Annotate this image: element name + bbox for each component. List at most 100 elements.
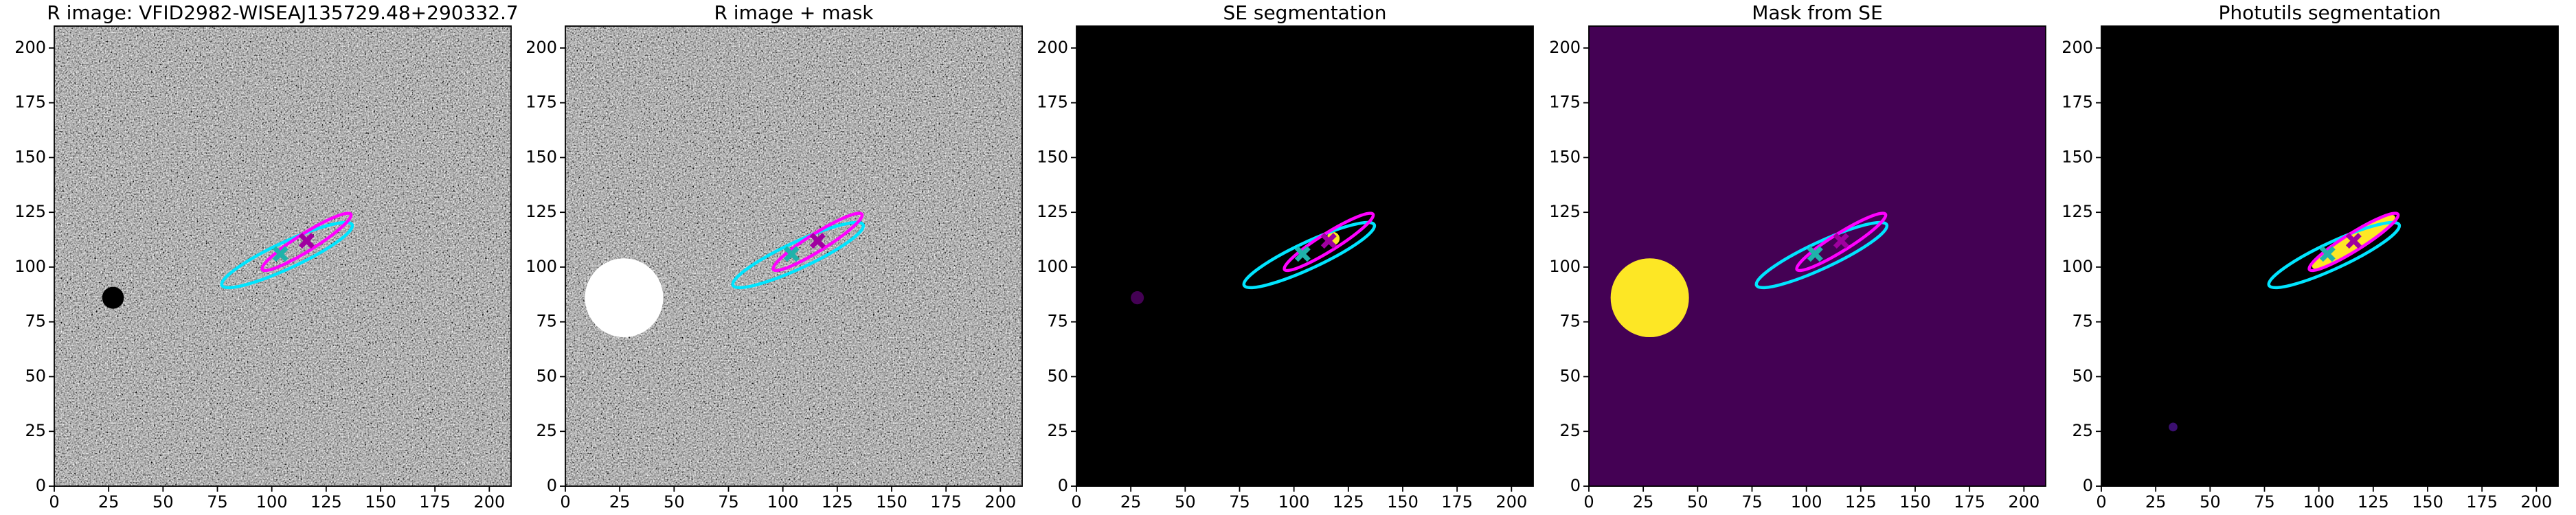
panel: 0 25 50 75 100 125 150 175 200 0 25 50 75 100 125 150 17… — [2061, 1, 2559, 512]
x-tick-label: 50 — [1175, 492, 1196, 512]
x-tick-label: 200 — [1495, 492, 1527, 512]
x-tick-label: 0 — [1583, 492, 1594, 512]
panel: 0 25 50 75 100 125 150 175 200 0 25 50 75 100 125 150 17… — [526, 1, 1023, 512]
y-tick-label: 200 — [1037, 38, 1068, 57]
x-tick-label: 175 — [930, 492, 962, 512]
x-tick-label: 75 — [207, 492, 228, 512]
x-tick-label: 150 — [1387, 492, 1419, 512]
axes-frame — [2101, 25, 2559, 487]
x-tick-label: 150 — [2412, 492, 2443, 512]
y-tick-label: 100 — [526, 257, 557, 276]
y-tick-label: 150 — [14, 147, 46, 166]
y-tick-label: 0 — [1058, 476, 1068, 495]
y-tick-label: 200 — [14, 38, 46, 57]
y-tick-label: 175 — [526, 93, 557, 112]
x-tick-label: 150 — [365, 492, 396, 512]
panel-title: R image: VFID2982-WISEAJ135729.48+290332… — [47, 1, 519, 24]
y-tick-label: 150 — [1549, 147, 1581, 166]
y-tick-label: 75 — [536, 312, 557, 331]
x-tick-label: 150 — [876, 492, 907, 512]
x-tick-label: 150 — [1899, 492, 1931, 512]
aperture-ellipse — [220, 220, 354, 290]
x-tick-label: 75 — [718, 492, 739, 512]
aperture-ellipse — [1242, 220, 1377, 290]
y-tick-label: 125 — [1549, 202, 1581, 221]
y-tick-label: 125 — [14, 202, 46, 221]
blob — [1131, 291, 1144, 305]
y-tick-label: 125 — [1037, 202, 1068, 221]
y-tick-label: 50 — [25, 366, 46, 385]
blob — [102, 286, 124, 309]
x-tick-label: 175 — [1441, 492, 1473, 512]
x-tick-label: 25 — [2145, 492, 2167, 512]
y-tick-label: 125 — [2061, 202, 2093, 221]
y-tick-label: 100 — [1549, 257, 1581, 276]
y-tick-label: 100 — [14, 257, 46, 276]
y-tick-label: 0 — [36, 476, 46, 495]
aperture-ellipse — [1754, 220, 1889, 290]
center-marker — [1807, 246, 1823, 262]
panel-title: R image + mask — [714, 1, 874, 24]
x-tick-label: 100 — [1791, 492, 1822, 512]
x-tick-label: 125 — [1333, 492, 1364, 512]
x-tick-label: 25 — [609, 492, 631, 512]
x-tick-label: 125 — [310, 492, 342, 512]
y-tick-label: 50 — [1559, 366, 1581, 385]
y-tick-label: 200 — [526, 38, 557, 57]
y-tick-label: 25 — [1047, 421, 1068, 440]
panel-title: Mask from SE — [1752, 1, 1883, 24]
x-tick-label: 100 — [2303, 492, 2335, 512]
y-tick-label: 150 — [2061, 147, 2093, 166]
y-tick-label: 75 — [1047, 312, 1068, 331]
x-tick-label: 25 — [98, 492, 120, 512]
blob — [1610, 258, 1689, 338]
y-tick-label: 50 — [2072, 366, 2093, 385]
image-area — [1076, 26, 1533, 486]
y-tick-label: 25 — [536, 421, 557, 440]
x-tick-label: 200 — [473, 492, 505, 512]
y-tick-label: 150 — [1037, 147, 1068, 166]
y-tick-label: 75 — [2072, 312, 2093, 331]
y-tick-label: 0 — [2083, 476, 2093, 495]
y-tick-label: 100 — [1037, 257, 1068, 276]
x-tick-label: 50 — [664, 492, 685, 512]
x-tick-label: 100 — [256, 492, 288, 512]
image-area — [565, 26, 1022, 486]
panel: 0 25 50 75 100 125 150 175 200 0 25 50 75 100 125 150 17… — [1549, 1, 2046, 512]
axes-frame — [1076, 25, 1534, 487]
x-tick-label: 175 — [419, 492, 451, 512]
panel-title: Photutils segmentation — [2218, 1, 2441, 24]
x-tick-label: 25 — [1633, 492, 1654, 512]
panel-title: SE segmentation — [1223, 1, 1387, 24]
x-tick-label: 100 — [1278, 492, 1310, 512]
x-tick-label: 125 — [2358, 492, 2389, 512]
image-area — [54, 26, 511, 486]
y-tick-label: 175 — [2061, 93, 2093, 112]
x-tick-label: 75 — [2254, 492, 2275, 512]
center-marker — [2345, 233, 2362, 249]
y-tick-label: 200 — [1549, 38, 1581, 57]
center-marker — [783, 246, 800, 262]
x-tick-label: 0 — [49, 492, 59, 512]
y-tick-label: 0 — [1570, 476, 1581, 495]
blob — [585, 258, 664, 338]
x-tick-label: 75 — [1229, 492, 1250, 512]
center-marker — [298, 233, 315, 249]
y-tick-label: 25 — [2072, 421, 2093, 440]
x-tick-label: 50 — [2200, 492, 2221, 512]
y-tick-label: 0 — [547, 476, 557, 495]
image-area — [2101, 26, 2558, 486]
y-tick-label: 75 — [1559, 312, 1581, 331]
x-tick-label: 50 — [1687, 492, 1708, 512]
center-marker — [1833, 233, 1849, 249]
axes-frame — [565, 25, 1023, 487]
y-tick-label: 150 — [526, 147, 557, 166]
y-tick-label: 100 — [2061, 257, 2093, 276]
x-tick-label: 75 — [1741, 492, 1763, 512]
x-tick-label: 125 — [1845, 492, 1877, 512]
y-tick-label: 200 — [2061, 38, 2093, 57]
x-tick-label: 125 — [822, 492, 853, 512]
y-tick-label: 175 — [1549, 93, 1581, 112]
x-tick-label: 0 — [560, 492, 570, 512]
